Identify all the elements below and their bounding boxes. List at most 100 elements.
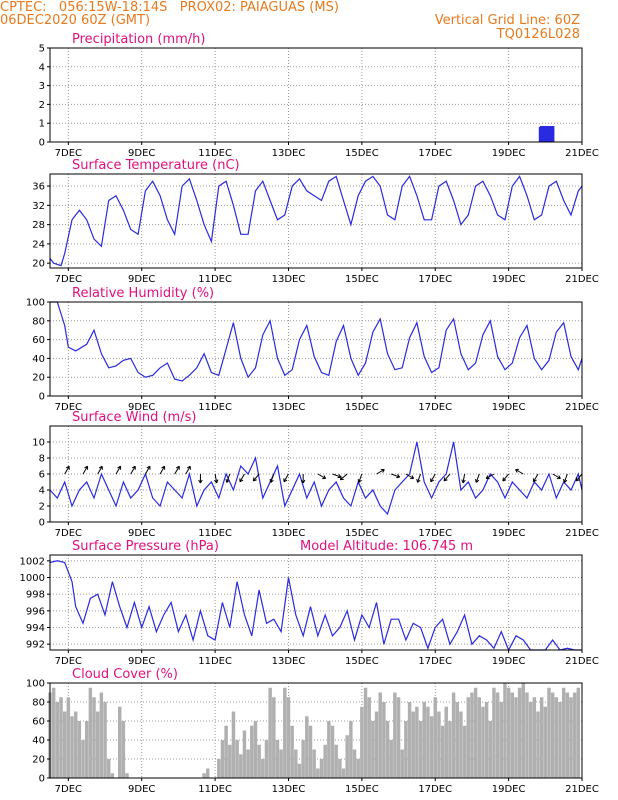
cloud-bar: [488, 721, 493, 778]
wind-arrow: [533, 473, 539, 483]
cloud-bar: [521, 683, 526, 778]
cloud-bar: [59, 697, 63, 778]
wind-arrow: [317, 473, 326, 479]
cloud-bar: [319, 759, 324, 778]
temp-title: Surface Temperature (nC): [72, 158, 240, 173]
header-model: TQ0126L028: [496, 27, 580, 42]
wind-arrow-head: [198, 479, 203, 484]
wind-arrow: [144, 465, 151, 475]
temp-series-line: [49, 175, 583, 267]
cloud-bar: [415, 706, 419, 778]
temp-x-tick-label: 13DEC: [272, 274, 306, 285]
cloud-x-tick-label: 21DEC: [565, 784, 599, 795]
wind-arrow-head: [396, 474, 401, 479]
cloud-bar: [426, 706, 430, 778]
cloud-bar: [250, 725, 254, 778]
wind-y-tick-label: 2: [39, 502, 45, 513]
cloud-bar: [73, 711, 78, 778]
cloud-bar: [561, 687, 566, 778]
cloud-bar: [70, 716, 74, 778]
wind-arrow: [563, 473, 568, 483]
precip-x-tick-label: 19DEC: [492, 148, 526, 159]
pres-y-tick-label: 994: [26, 623, 45, 634]
wind-arrow: [475, 473, 480, 483]
cloud-bar: [231, 711, 236, 778]
cloud-bar: [81, 740, 85, 778]
cloud-bar: [499, 702, 504, 778]
wind-arrow-head: [131, 465, 136, 470]
rh-y-tick-label: 40: [32, 354, 45, 365]
rh-x-tick-label: 13DEC: [272, 402, 306, 413]
cloud-bar: [396, 697, 401, 778]
cloud-bar: [275, 740, 280, 778]
precip-x-tick-label: 13DEC: [272, 148, 306, 159]
wind-arrow-head: [339, 476, 344, 481]
pres-y-tick-label: 992: [26, 640, 45, 651]
wind-arrow-head: [416, 478, 421, 483]
cloud-bar: [543, 706, 548, 778]
cloud-bar: [569, 697, 573, 778]
cloud-bar: [525, 692, 529, 778]
pres-title: Surface Pressure (hPa): [72, 539, 219, 554]
cloud-bar: [576, 687, 581, 778]
pres-y-tick-label: 996: [26, 606, 45, 617]
cloud-bar: [462, 725, 467, 778]
wind-y-tick-label: 0: [39, 518, 45, 529]
cloud-bar: [470, 692, 474, 778]
cloud-bar: [539, 697, 544, 778]
precip-x-tick-label: 21DEC: [565, 148, 599, 159]
cloud-bar: [374, 711, 379, 778]
cloud-title: Cloud Cover (%): [72, 667, 178, 682]
cloud-bar: [224, 725, 228, 778]
cloud-bar: [492, 687, 496, 778]
cloud-bar: [550, 692, 555, 778]
wind-arrow-head: [213, 479, 219, 484]
cloud-bar: [429, 716, 434, 778]
wind-arrow-head: [117, 465, 122, 470]
wind-arrow-head: [410, 475, 415, 480]
rh-y-tick-label: 100: [26, 298, 45, 309]
wind-arrow: [552, 473, 561, 479]
cloud-bar: [459, 711, 463, 778]
wind-arrow: [115, 465, 121, 475]
wind-arrow-head: [337, 474, 342, 479]
cloud-bar: [473, 687, 478, 778]
wind-arrow: [376, 469, 385, 475]
pres-x-tick-label: 21DEC: [565, 656, 599, 667]
wind-y-tick-label: 10: [32, 438, 45, 449]
rh-series-line: [50, 301, 583, 382]
cloud-bar: [400, 749, 404, 778]
cloud-bar: [253, 721, 258, 778]
wind-arrow: [391, 473, 400, 478]
wind-x-tick-label: 21DEC: [565, 528, 599, 539]
cloud-bar: [327, 721, 331, 778]
precip-y-tick-label: 3: [39, 81, 45, 92]
wind-arrow: [417, 473, 422, 483]
cloud-bar: [117, 706, 122, 778]
cloud-x-tick-label: 15DEC: [345, 784, 379, 795]
pres-annotation: Model Altitude: 106.745 m: [300, 539, 473, 554]
cloud-bar: [547, 687, 551, 778]
precip-y-tick-label: 0: [39, 138, 45, 149]
wind-arrow-head: [475, 478, 480, 483]
cloud-bar: [77, 721, 82, 778]
wind-arrow: [443, 473, 451, 482]
wind-arrow: [174, 465, 180, 475]
wind-arrow-head: [161, 465, 166, 470]
cloud-bar: [103, 702, 107, 778]
cloud-bar: [202, 773, 206, 778]
precip-y-tick-label: 2: [39, 100, 45, 111]
header-station: CPTEC: 056:15W-18:14S PROX02: PAIAGUAS (…: [0, 0, 339, 15]
precip-x-tick-label: 15DEC: [345, 148, 379, 159]
wind-y-tick-label: 4: [39, 486, 45, 497]
wind-arrow-head: [357, 478, 362, 483]
cloud-bar: [84, 721, 89, 778]
cloud-bar: [308, 725, 313, 778]
cloud-bar: [66, 697, 71, 778]
cloud-bar: [242, 730, 247, 778]
temp-x-tick-label: 9DEC: [128, 274, 155, 285]
cloud-bar: [106, 759, 111, 778]
wind-arrow-head: [225, 478, 230, 483]
cloud-bar: [88, 687, 93, 778]
header-grid-line: Vertical Grid Line: 60Z: [434, 13, 580, 28]
